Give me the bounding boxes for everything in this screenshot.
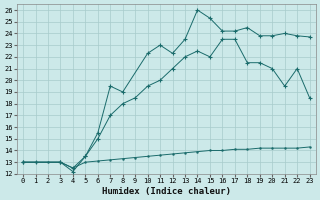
X-axis label: Humidex (Indice chaleur): Humidex (Indice chaleur) [102,187,231,196]
